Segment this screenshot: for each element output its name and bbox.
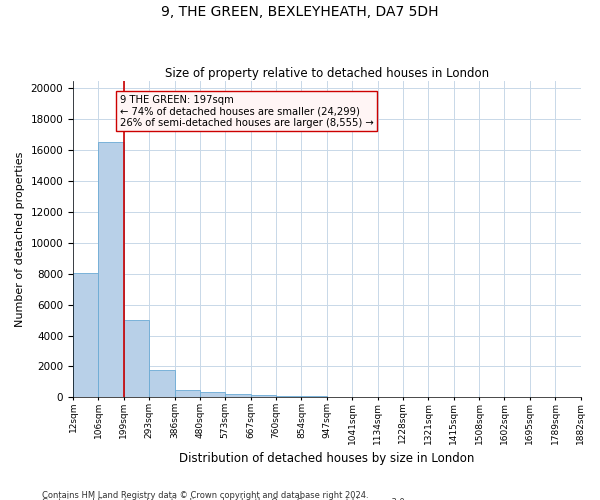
Bar <box>124 320 149 398</box>
Bar <box>73 273 98 398</box>
Text: Contains HM Land Registry data © Crown copyright and database right 2024.: Contains HM Land Registry data © Crown c… <box>42 490 368 500</box>
Text: 9, THE GREEN, BEXLEYHEATH, DA7 5DH: 9, THE GREEN, BEXLEYHEATH, DA7 5DH <box>161 5 439 19</box>
Y-axis label: Number of detached properties: Number of detached properties <box>15 152 25 326</box>
Text: Contains public sector information licensed under the Open Government Licence v3: Contains public sector information licen… <box>42 498 407 500</box>
Bar <box>251 395 276 398</box>
Bar <box>327 397 352 398</box>
Bar <box>225 394 251 398</box>
X-axis label: Distribution of detached houses by size in London: Distribution of detached houses by size … <box>179 452 475 465</box>
Title: Size of property relative to detached houses in London: Size of property relative to detached ho… <box>165 66 489 80</box>
Bar <box>175 390 200 398</box>
Text: 9 THE GREEN: 197sqm
← 74% of detached houses are smaller (24,299)
26% of semi-de: 9 THE GREEN: 197sqm ← 74% of detached ho… <box>120 94 374 128</box>
Bar <box>276 396 301 398</box>
Bar <box>149 370 175 398</box>
Bar <box>200 392 225 398</box>
Bar <box>301 396 327 398</box>
Bar <box>98 142 124 398</box>
